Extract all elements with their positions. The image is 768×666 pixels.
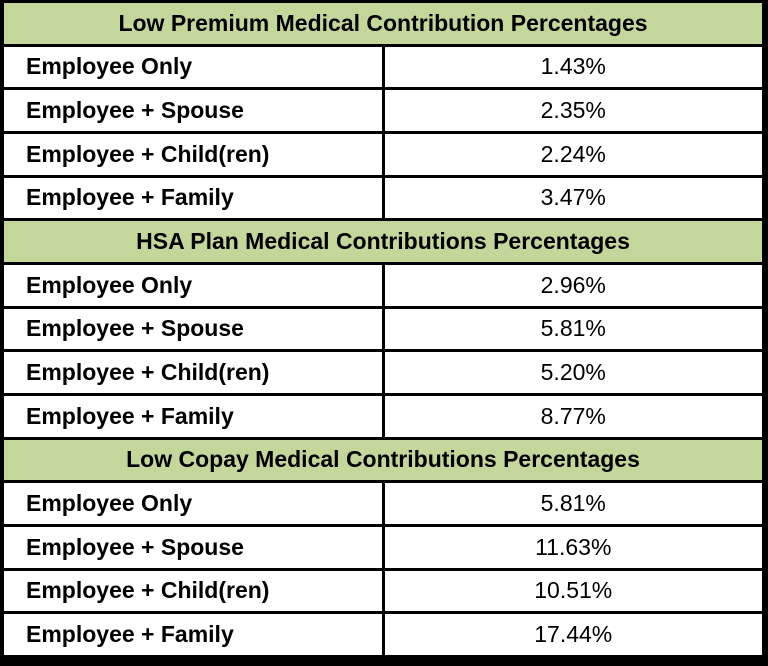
contribution-value: 2.35% [381, 87, 765, 134]
table-row: Employee + Family 3.47% [1, 174, 765, 222]
coverage-tier-label: Employee Only [1, 480, 385, 527]
table-row: Employee Only 2.96% [1, 261, 765, 309]
table-row: Employee + Child(ren) 10.51% [1, 567, 765, 615]
table-row: Employee Only 5.81% [1, 480, 765, 527]
coverage-tier-label: Employee Only [1, 43, 385, 91]
contribution-value: 2.24% [381, 130, 765, 178]
contribution-value: 3.47% [381, 174, 765, 222]
section-header-row: HSA Plan Medical Contributions Percentag… [1, 218, 765, 265]
section-header-row: Low Copay Medical Contributions Percenta… [1, 436, 765, 484]
coverage-tier-label: Employee + Family [1, 392, 385, 440]
coverage-tier-label: Employee + Child(ren) [1, 349, 385, 396]
contribution-value: 5.81% [381, 480, 765, 527]
contribution-value: 5.81% [381, 305, 765, 353]
table-row: Employee + Child(ren) 5.20% [1, 349, 765, 396]
coverage-tier-label: Employee + Family [1, 611, 385, 658]
contribution-value: 1.43% [381, 43, 765, 91]
contribution-value: 2.96% [381, 261, 765, 309]
table-row: Employee + Child(ren) 2.24% [1, 130, 765, 178]
coverage-tier-label: Employee + Child(ren) [1, 567, 385, 615]
section-header-row: Low Premium Medical Contribution Percent… [1, 0, 765, 47]
contribution-value: 8.77% [381, 392, 765, 440]
coverage-tier-label: Employee + Spouse [1, 305, 385, 353]
table-row: Employee + Spouse 11.63% [1, 523, 765, 571]
contribution-value: 17.44% [381, 611, 765, 658]
table-row: Employee + Family 8.77% [1, 392, 765, 440]
section-header-low-premium: Low Premium Medical Contribution Percent… [1, 0, 765, 47]
coverage-tier-label: Employee + Spouse [1, 87, 385, 134]
table-row: Employee + Family 17.44% [1, 611, 765, 658]
table-row: Employee + Spouse 2.35% [1, 87, 765, 134]
section-header-low-copay: Low Copay Medical Contributions Percenta… [1, 436, 765, 484]
coverage-tier-label: Employee + Spouse [1, 523, 385, 571]
coverage-tier-label: Employee Only [1, 261, 385, 309]
table-row: Employee + Spouse 5.81% [1, 305, 765, 353]
contribution-value: 5.20% [381, 349, 765, 396]
table-row: Employee Only 1.43% [1, 43, 765, 91]
coverage-tier-label: Employee + Family [1, 174, 385, 222]
contribution-value: 11.63% [381, 523, 765, 571]
contribution-value: 10.51% [381, 567, 765, 615]
coverage-tier-label: Employee + Child(ren) [1, 130, 385, 178]
section-header-hsa-plan: HSA Plan Medical Contributions Percentag… [1, 218, 765, 265]
